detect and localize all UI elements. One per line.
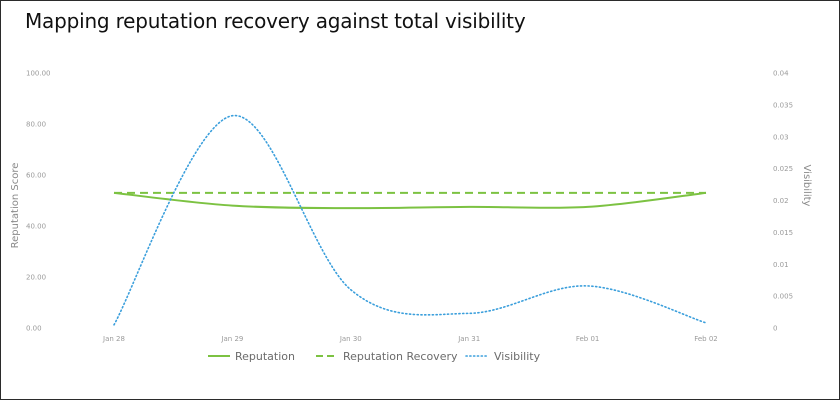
y-right-axis-title: Visibility	[801, 165, 812, 207]
x-tick-label: Feb 02	[694, 335, 718, 343]
legend-label: Reputation Recovery	[343, 350, 458, 363]
y-left-tick-label: 60.00	[26, 172, 46, 180]
y-right-tick-label: 0.04	[773, 70, 789, 78]
y-right-tick-label: 0.03	[773, 133, 789, 141]
y-left-tick-label: 40.00	[26, 223, 46, 231]
y-right-tick-label: 0.01	[773, 261, 789, 269]
y-left-tick-label: 100.00	[26, 70, 51, 78]
y-left-tick-label: 80.00	[26, 121, 46, 129]
series-line-reputation	[113, 191, 707, 210]
legend-item: Reputation Recovery	[316, 350, 458, 363]
legend-label: Reputation	[235, 350, 295, 363]
y-right-tick-label: 0.015	[773, 229, 793, 237]
x-tick-label: Jan 29	[220, 335, 243, 343]
x-tick-label: Feb 01	[576, 335, 600, 343]
x-tick-label: Jan 31	[457, 335, 480, 343]
y-left-tick-label: 20.00	[26, 274, 46, 282]
x-tick-label: Jan 28	[102, 335, 125, 343]
y-left-axis-title: Reputation Score	[10, 163, 21, 249]
chart-title: Mapping reputation recovery against tota…	[25, 9, 526, 33]
y-right-tick-label: 0.02	[773, 197, 789, 205]
y-right-tick-label: 0	[773, 325, 777, 333]
series-line-visibility	[113, 114, 707, 326]
legend-label: Visibility	[494, 350, 541, 363]
legend-item: Visibility	[465, 350, 541, 363]
legend-item: Reputation	[208, 350, 295, 363]
y-right-tick-label: 0.005	[773, 293, 793, 301]
y-right-tick-label: 0.035	[773, 101, 793, 109]
x-tick-label: Jan 30	[339, 335, 362, 343]
y-left-tick-label: 0.00	[26, 325, 42, 333]
y-right-tick-label: 0.025	[773, 165, 793, 173]
